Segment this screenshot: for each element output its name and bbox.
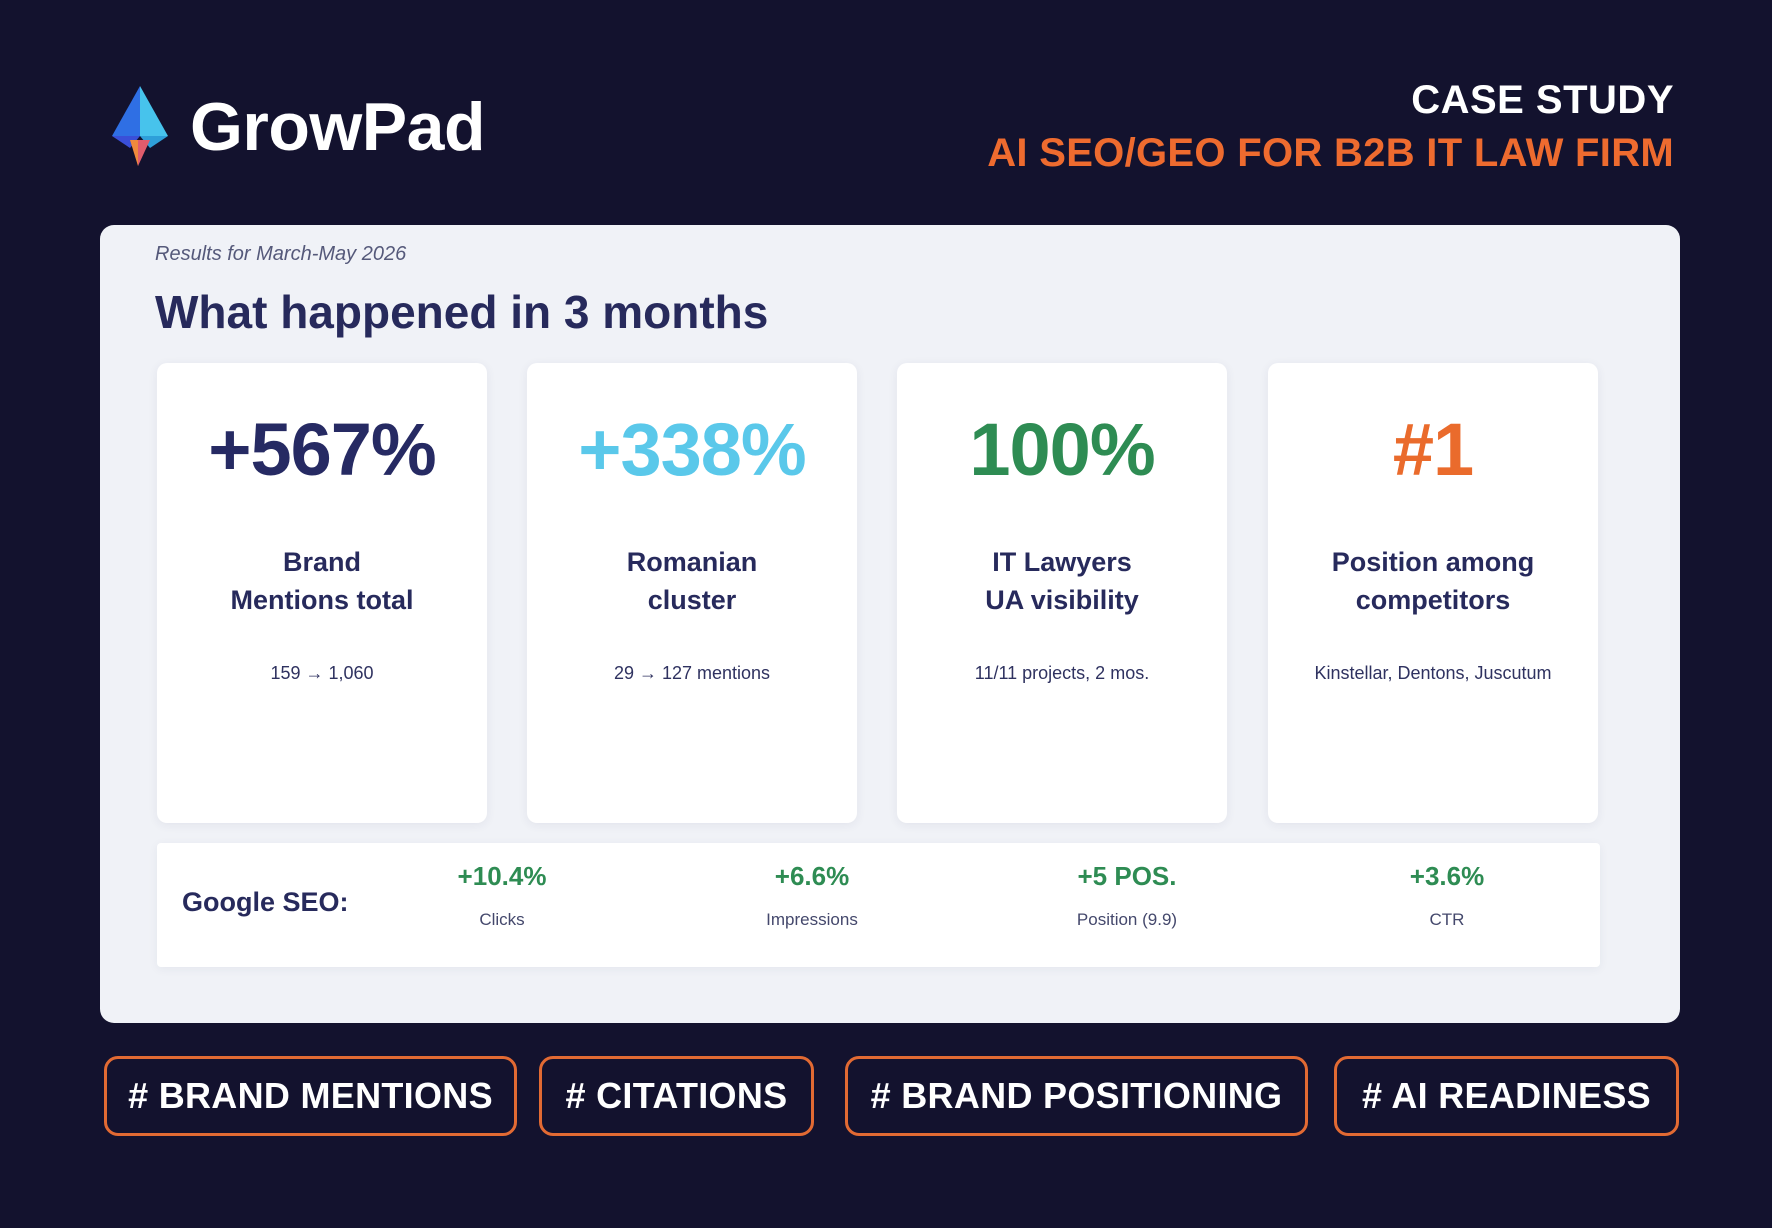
metric-card-competitor-position: #1 Position among competitors Kinstellar… — [1268, 363, 1598, 823]
card-label: Romanian cluster — [547, 543, 837, 619]
card-label-line: IT Lawyers — [992, 547, 1132, 577]
metric-card-brand-mentions: +567% Brand Mentions total 159 → 1,060 — [157, 363, 487, 823]
card-label-line: cluster — [647, 585, 737, 615]
google-seo-strip: Google SEO: +10.4% Clicks +6.6% Impressi… — [157, 843, 1600, 967]
card-note: 29 → 127 mentions — [613, 663, 771, 683]
results-panel: Results for March-May 2026 What happened… — [100, 225, 1680, 1023]
tag-brand-positioning: # BRAND POSITIONING — [845, 1056, 1308, 1136]
case-study-title: AI SEO/GEO FOR B2B IT LAW FIRM — [987, 131, 1674, 175]
results-period: Results for March-May 2026 — [155, 243, 407, 265]
metric-label: Impressions — [766, 910, 858, 929]
case-study-header: CASE STUDY AI SEO/GEO FOR B2B IT LAW FIR… — [987, 78, 1674, 176]
metric-card-romanian-cluster: +338% Romanian cluster 29 → 127 mentions — [527, 363, 857, 823]
case-study-label: CASE STUDY — [1411, 78, 1674, 122]
metric-value: +5 POS. — [1077, 861, 1177, 891]
card-label: Brand Mentions total — [177, 543, 467, 619]
card-label-line: competitors — [1355, 585, 1511, 615]
seo-metric-clicks: +10.4% Clicks — [392, 861, 612, 930]
tag-citations: # CITATIONS — [539, 1056, 814, 1136]
brand-logo: GrowPad — [100, 86, 486, 168]
metric-label: Position (9.9) — [1076, 910, 1178, 929]
brand-name: GrowPad — [190, 89, 486, 165]
google-seo-label: Google SEO: — [182, 887, 349, 917]
card-label-line: UA visibility — [985, 585, 1139, 615]
metric-value: +3.6% — [1409, 861, 1485, 891]
seo-metric-ctr: +3.6% CTR — [1337, 861, 1557, 930]
card-label-line: Romanian — [626, 547, 758, 577]
card-label-line: Position among — [1331, 547, 1535, 577]
metric-value: +6.6% — [774, 861, 850, 891]
tag-ai-readiness: # AI READINESS — [1334, 1056, 1679, 1136]
card-label: IT Lawyers UA visibility — [917, 543, 1207, 619]
metric-card-ua-visibility: 100% IT Lawyers UA visibility 11/11 proj… — [897, 363, 1227, 823]
card-note: Kinstellar, Dentons, Juscutum — [1314, 663, 1552, 683]
card-note: 159 → 1,060 — [270, 663, 374, 683]
metric-label: Clicks — [479, 910, 525, 929]
card-label-line: Mentions total — [230, 585, 414, 615]
metric-value: +10.4% — [457, 861, 547, 891]
card-value: +567% — [208, 408, 436, 491]
tag-brand-mentions: # BRAND MENTIONS — [104, 1056, 517, 1136]
card-value: #1 — [1392, 408, 1474, 491]
card-value: 100% — [969, 408, 1155, 491]
card-label-line: Brand — [282, 547, 361, 577]
seo-metric-impressions: +6.6% Impressions — [702, 861, 922, 930]
card-note: 11/11 projects, 2 mos. — [974, 663, 1150, 683]
results-heading: What happened in 3 months — [155, 286, 769, 338]
seo-metric-position: +5 POS. Position (9.9) — [1017, 861, 1237, 930]
card-label: Position among competitors — [1288, 543, 1578, 619]
growpad-triangle-logo-icon — [112, 86, 168, 166]
card-value: +338% — [578, 408, 806, 491]
metric-label: CTR — [1429, 910, 1465, 929]
